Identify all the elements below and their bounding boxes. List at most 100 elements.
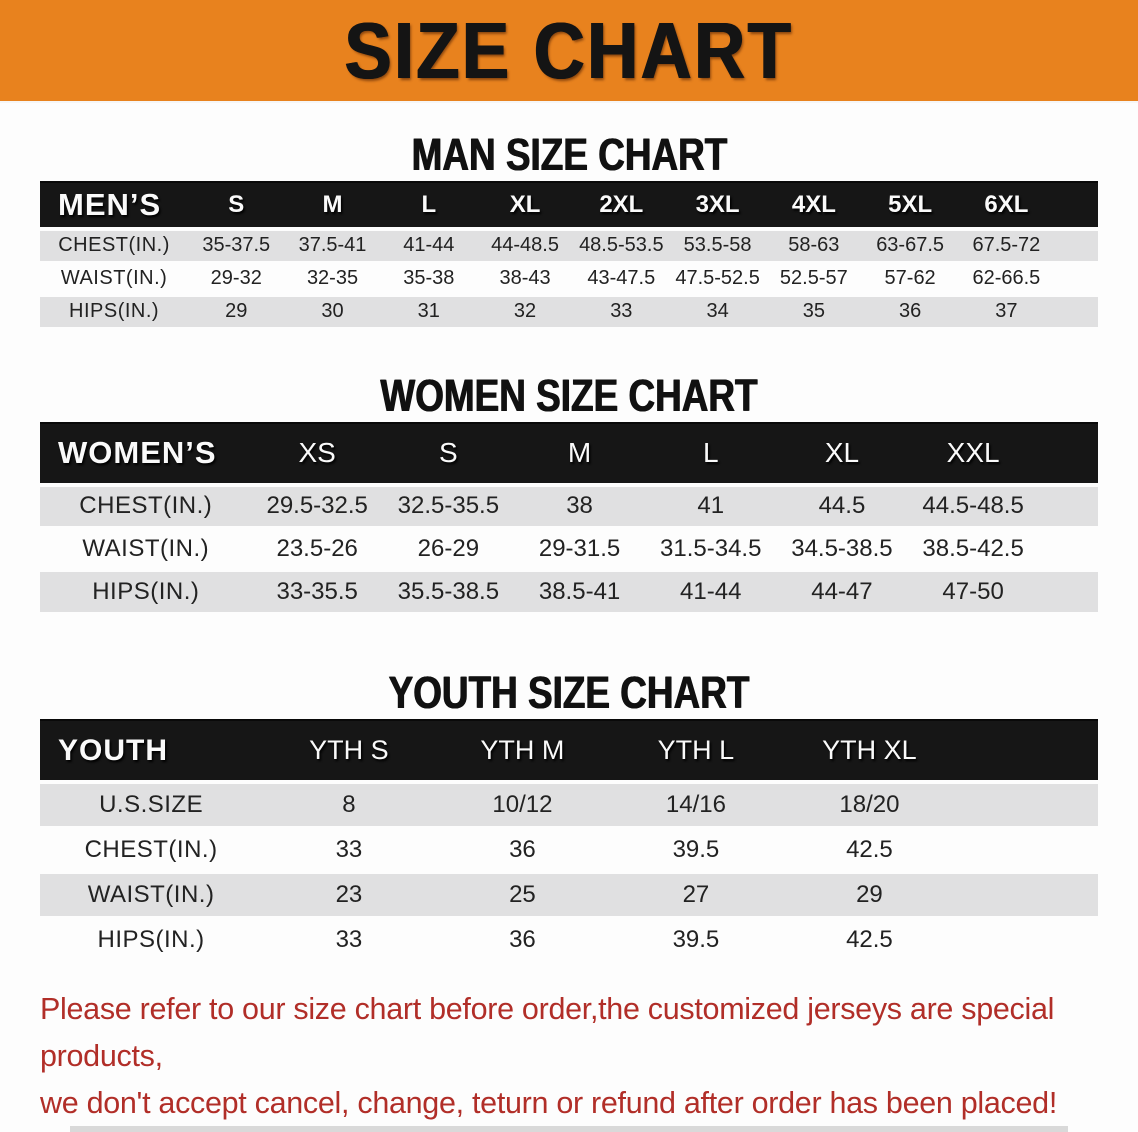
bottom-edge-bar bbox=[70, 1126, 1068, 1132]
value-cell: 18/20 bbox=[782, 782, 957, 829]
women-section-heading-text: WOMEN SIZE CHART bbox=[380, 369, 758, 421]
column-header: S bbox=[188, 181, 285, 231]
value-cell: 35-38 bbox=[380, 262, 477, 297]
value-cell: 38.5-41 bbox=[513, 570, 646, 615]
row-label-cell: CHEST(IN.) bbox=[40, 484, 252, 529]
spacer-cell bbox=[1054, 229, 1098, 264]
value-cell: 47-50 bbox=[907, 570, 1039, 615]
women-size-table: WOMEN’S XS S M L XL XXL CHEST(IN.) 29.5-32.5 32.5… bbox=[40, 421, 1098, 615]
value-cell: 33 bbox=[573, 295, 670, 330]
row-label-cell: HIPS(IN.) bbox=[40, 917, 263, 964]
table-title-cell: MEN’S bbox=[40, 181, 189, 231]
value-cell: 62-66.5 bbox=[958, 262, 1055, 297]
value-cell: 29-31.5 bbox=[513, 527, 646, 572]
men-size-table: MEN’S S M L XL 2XL 3XL 4XL 5XL 6XL CHEST(IN.) 35-37… bbox=[40, 181, 1098, 330]
value-cell: 36 bbox=[435, 917, 610, 964]
row-label-cell: WAIST(IN.) bbox=[40, 527, 252, 572]
spacer-cell bbox=[956, 782, 1098, 829]
value-cell: 44-48.5 bbox=[476, 229, 574, 264]
value-cell: 25 bbox=[435, 872, 610, 919]
value-cell: 63-67.5 bbox=[861, 229, 959, 264]
value-cell: 33 bbox=[262, 827, 436, 874]
column-header: 6XL bbox=[958, 181, 1055, 231]
value-cell: 32.5-35.5 bbox=[382, 484, 514, 529]
disclaimer-line-1: Please refer to our size chart before or… bbox=[40, 991, 1055, 1073]
column-header: XXL bbox=[907, 421, 1039, 487]
value-cell: 52.5-57 bbox=[765, 262, 862, 297]
table-header-row: WOMEN’S XS S M L XL XXL bbox=[40, 421, 1098, 487]
table-header-row: MEN’S S M L XL 2XL 3XL 4XL 5XL 6XL bbox=[40, 181, 1098, 231]
disclaimer-text: Please refer to our size chart before or… bbox=[40, 986, 1100, 1127]
spacer-cell bbox=[956, 872, 1098, 919]
row-label-cell: HIPS(IN.) bbox=[40, 570, 252, 615]
value-cell: 43-47.5 bbox=[573, 262, 670, 297]
value-cell: 34 bbox=[669, 295, 766, 330]
value-cell: 39.5 bbox=[609, 917, 783, 964]
value-cell: 33 bbox=[262, 917, 436, 964]
value-cell: 33-35.5 bbox=[251, 570, 383, 615]
table-row: HIPS(IN.) 29 30 31 32 33 34 35 36 37 bbox=[40, 295, 1098, 330]
column-header: L bbox=[380, 181, 477, 231]
row-label-cell: CHEST(IN.) bbox=[40, 229, 189, 264]
value-cell: 57-62 bbox=[861, 262, 959, 297]
title-banner: SIZE CHART bbox=[0, 0, 1138, 103]
value-cell: 31.5-34.5 bbox=[645, 527, 777, 572]
value-cell: 42.5 bbox=[782, 827, 957, 874]
spacer-cell bbox=[1038, 484, 1098, 529]
value-cell: 36 bbox=[861, 295, 959, 330]
men-section-heading: MAN SIZE CHART bbox=[0, 129, 1138, 181]
value-cell: 58-63 bbox=[765, 229, 862, 264]
row-label-cell: WAIST(IN.) bbox=[40, 872, 263, 919]
men-section-heading-text: MAN SIZE CHART bbox=[411, 129, 727, 180]
value-cell: 26-29 bbox=[382, 527, 514, 572]
column-header: M bbox=[513, 421, 646, 487]
youth-section-heading: YOUTH SIZE CHART bbox=[0, 667, 1138, 719]
value-cell: 48.5-53.5 bbox=[573, 229, 670, 264]
column-header: YTH S bbox=[262, 719, 436, 784]
women-section-heading: WOMEN SIZE CHART bbox=[0, 370, 1138, 422]
youth-size-table: YOUTH YTH S YTH M YTH L YTH XL U.S.SIZE 8 10/12… bbox=[40, 719, 1098, 964]
value-cell: 23.5-26 bbox=[251, 527, 383, 572]
table-row: HIPS(IN.) 33-35.5 35.5-38.5 38.5-41 41-44 44-… bbox=[40, 570, 1098, 615]
column-header: YTH M bbox=[435, 719, 610, 784]
value-cell: 23 bbox=[262, 872, 436, 919]
value-cell: 29 bbox=[782, 872, 957, 919]
column-header: XL bbox=[476, 181, 574, 231]
value-cell: 35 bbox=[765, 295, 862, 330]
column-header: L bbox=[645, 421, 777, 487]
row-label-cell: WAIST(IN.) bbox=[40, 262, 189, 297]
table-row: U.S.SIZE 8 10/12 14/16 18/20 bbox=[40, 782, 1098, 829]
value-cell: 67.5-72 bbox=[958, 229, 1055, 264]
value-cell: 35.5-38.5 bbox=[382, 570, 514, 615]
value-cell: 29 bbox=[188, 295, 285, 330]
spacer-cell bbox=[1038, 570, 1098, 615]
value-cell: 32-35 bbox=[284, 262, 381, 297]
row-label-cell: HIPS(IN.) bbox=[40, 295, 189, 330]
value-cell: 38.5-42.5 bbox=[907, 527, 1039, 572]
youth-section-heading-text: YOUTH SIZE CHART bbox=[388, 667, 750, 718]
column-header: 4XL bbox=[765, 181, 862, 231]
value-cell: 53.5-58 bbox=[669, 229, 766, 264]
value-cell: 29-32 bbox=[188, 262, 285, 297]
spacer-cell bbox=[1038, 421, 1098, 487]
value-cell: 38-43 bbox=[476, 262, 574, 297]
row-label-cell: U.S.SIZE bbox=[40, 782, 263, 829]
table-row: WAIST(IN.) 23 25 27 29 bbox=[40, 872, 1098, 919]
value-cell: 31 bbox=[380, 295, 477, 330]
value-cell: 41-44 bbox=[380, 229, 477, 264]
column-header: 3XL bbox=[669, 181, 766, 231]
table-title-cell: WOMEN’S bbox=[40, 421, 252, 487]
column-header: YTH L bbox=[609, 719, 783, 784]
column-header: 2XL bbox=[573, 181, 670, 231]
column-header: XL bbox=[776, 421, 908, 487]
spacer-cell bbox=[956, 827, 1098, 874]
value-cell: 35-37.5 bbox=[188, 229, 285, 264]
table-row: CHEST(IN.) 33 36 39.5 42.5 bbox=[40, 827, 1098, 874]
spacer-cell bbox=[1054, 181, 1098, 231]
row-label-cell: CHEST(IN.) bbox=[40, 827, 263, 874]
column-header: S bbox=[382, 421, 514, 487]
value-cell: 44.5-48.5 bbox=[907, 484, 1039, 529]
spacer-cell bbox=[956, 719, 1098, 784]
value-cell: 30 bbox=[284, 295, 381, 330]
